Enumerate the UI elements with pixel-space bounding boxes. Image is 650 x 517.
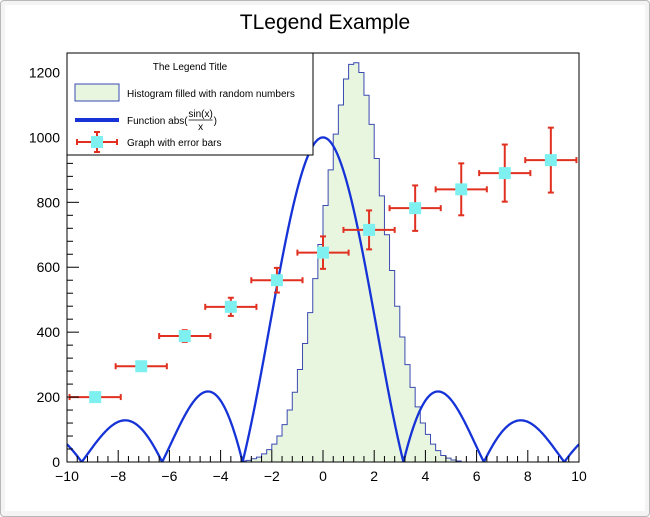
x-tick-label: −4 — [213, 468, 229, 484]
graph-marker — [224, 300, 237, 313]
x-tick-label: −10 — [55, 468, 79, 484]
graph-point — [524, 126, 578, 194]
legend-function-label-suffix: ) — [214, 116, 217, 127]
x-tick-label: 0 — [319, 468, 327, 484]
graph-point — [250, 266, 304, 294]
x-tick-label: 8 — [524, 468, 532, 484]
function-curve — [67, 136, 579, 462]
graph-point — [478, 143, 532, 203]
legend-function-label-prefix: Function abs( — [127, 116, 188, 127]
legend-graph-marker — [91, 136, 103, 148]
legend-histogram-label: Histogram filled with random numbers — [127, 89, 295, 100]
plot-area — [67, 62, 579, 462]
graph-point — [342, 209, 396, 251]
x-tick-label: 4 — [422, 468, 430, 484]
legend: The Legend Title Histogram filled with r… — [66, 52, 314, 156]
axes: −10 −8 −6 −4 −2 0 2 4 6 8 10 0 200 400 600 800 1000 1200 — [29, 52, 587, 484]
chart-title: TLegend Example — [240, 11, 410, 34]
graph-marker — [498, 167, 511, 180]
legend-title: The Legend Title — [153, 62, 228, 73]
y-tick-label: 1200 — [29, 64, 60, 80]
graph-point — [204, 296, 258, 317]
legend-graph-swatch — [76, 131, 118, 153]
root-canvas: TLegend Example −10 −8 −6 −4 −2 0 2 4 6 8 10 0 200 40… — [5, 5, 645, 511]
graph-point — [296, 235, 350, 270]
legend-box — [66, 52, 314, 156]
graph-marker — [135, 360, 148, 373]
graph-point — [114, 360, 168, 373]
tlegend-chart: TLegend Example −10 −8 −6 −4 −2 0 2 4 6 8 10 0 200 40… — [29, 11, 587, 484]
graph-point — [158, 329, 212, 343]
y-tick-label: 200 — [37, 389, 61, 405]
x-tick-label: 2 — [370, 468, 378, 484]
x-tick-label: −2 — [264, 468, 280, 484]
y-tick-label: 400 — [37, 324, 61, 340]
y-tick-label: 1000 — [29, 129, 60, 145]
y-tick-label: 800 — [37, 194, 61, 210]
graph-marker — [317, 246, 329, 259]
legend-histogram-swatch — [74, 83, 120, 102]
graph-marker — [409, 202, 422, 215]
x-tick-label: −8 — [110, 468, 126, 484]
y-tick-label: 0 — [52, 454, 60, 470]
graph-point — [434, 162, 488, 217]
graph-marker — [544, 154, 557, 167]
legend-graph-label: Graph with error bars — [127, 138, 221, 149]
x-tick-label: 10 — [571, 468, 587, 484]
legend-function-label-numerator: sin(x) — [188, 109, 212, 120]
y-tick-label: 600 — [37, 259, 61, 275]
graph-marker — [363, 223, 376, 236]
graph-point — [388, 184, 442, 232]
x-tick-label: 6 — [473, 468, 481, 484]
graph-marker — [455, 183, 468, 196]
legend-function-label-denominator: x — [198, 122, 203, 133]
graph-marker — [89, 391, 102, 404]
histogram-bars — [240, 62, 462, 462]
graph-marker — [270, 274, 283, 287]
graph-marker — [178, 330, 191, 343]
x-tick-label: −6 — [161, 468, 177, 484]
